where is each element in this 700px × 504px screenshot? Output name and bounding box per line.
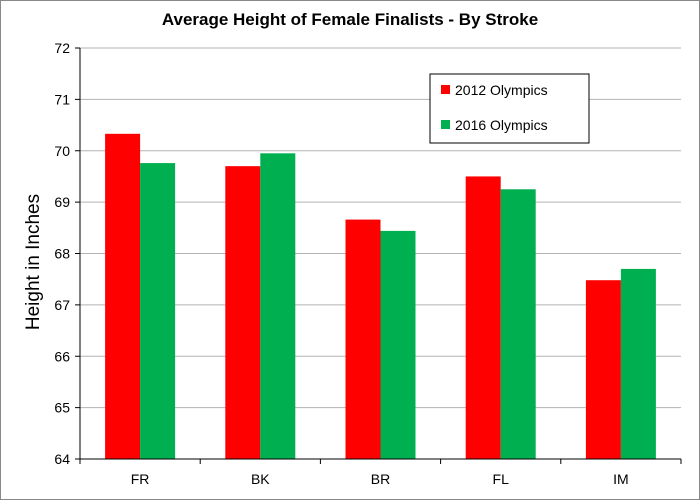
- bar-fr-2012: [105, 133, 141, 459]
- legend-swatch-2012: [441, 85, 450, 94]
- bar-bk-2012: [225, 166, 261, 459]
- chart-title: Average Height of Female Finalists - By …: [162, 10, 538, 29]
- x-tick-label: BK: [251, 471, 270, 487]
- bar-fr-2016: [140, 163, 176, 459]
- y-tick-label: 68: [54, 246, 70, 262]
- x-tick-label: BR: [371, 471, 390, 487]
- legend-swatch-2016: [441, 120, 450, 129]
- y-tick-labels: 64 65 66 67 68 69 70 71 72: [54, 40, 70, 467]
- y-tick-label: 69: [54, 194, 70, 210]
- x-tick-labels: FR BK BR FL IM: [131, 471, 629, 487]
- x-tick-label: IM: [613, 471, 629, 487]
- legend-box: [429, 73, 590, 144]
- y-tick-label: 72: [54, 40, 70, 56]
- x-tick-label: FL: [493, 471, 510, 487]
- legend-label-2012: 2012 Olympics: [455, 82, 548, 98]
- y-axis-label: Height in Inches: [23, 194, 44, 330]
- x-tick-label: FR: [131, 471, 150, 487]
- bar-im-2016: [620, 268, 656, 459]
- bar-fl-2012: [465, 176, 501, 459]
- y-tick-label: 64: [54, 451, 70, 467]
- y-tick-label: 66: [54, 348, 70, 364]
- legend-label-2016: 2016 Olympics: [455, 117, 548, 133]
- legend: 2012 Olympics 2016 Olympics: [429, 73, 590, 144]
- y-tick-label: 67: [54, 297, 70, 313]
- bar-br-2016: [380, 230, 416, 459]
- bar-br-2012: [345, 219, 381, 459]
- bar-fl-2016: [500, 189, 536, 459]
- axes: [75, 47, 682, 464]
- bars: [105, 133, 656, 459]
- bar-bk-2016: [260, 153, 296, 459]
- y-tick-label: 65: [54, 400, 70, 416]
- y-tick-label: 71: [54, 91, 70, 107]
- bar-im-2012: [585, 280, 621, 459]
- y-tick-label: 70: [54, 143, 70, 159]
